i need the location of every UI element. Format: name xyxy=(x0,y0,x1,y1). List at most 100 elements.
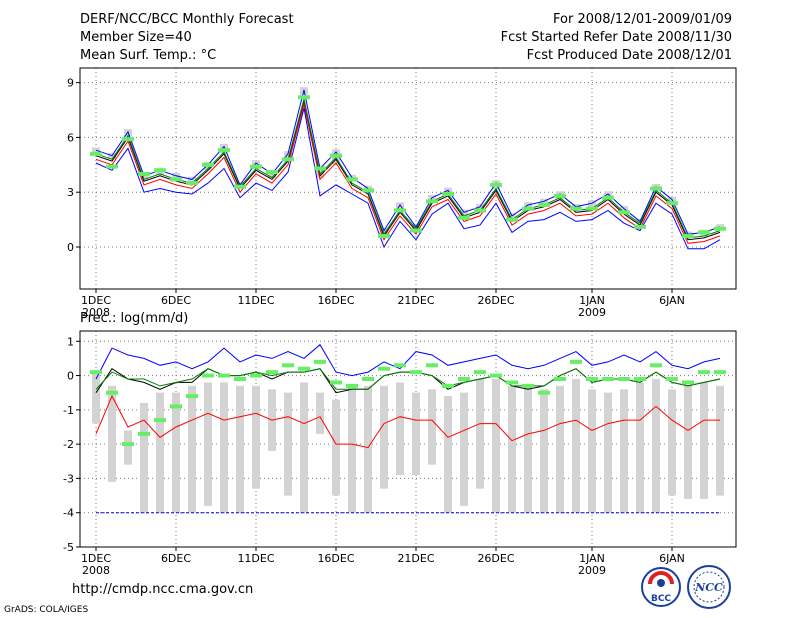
forecast-marker xyxy=(122,442,134,447)
x-tick-label: 1DEC xyxy=(81,294,111,307)
forecast-marker xyxy=(618,377,630,381)
forecast-marker xyxy=(426,363,438,368)
box-bar xyxy=(572,379,580,513)
forecast-marker xyxy=(138,171,150,176)
forecast-marker xyxy=(458,377,470,381)
box-bar xyxy=(140,403,148,513)
forecast-marker xyxy=(442,192,454,197)
x-tick-label: 21DEC xyxy=(397,552,434,565)
box-bar xyxy=(252,385,260,489)
y-tick-label: -2 xyxy=(63,438,74,451)
forecast-marker xyxy=(714,226,726,231)
forecast-marker xyxy=(602,195,614,200)
forecast-marker xyxy=(330,380,342,385)
box-bar xyxy=(428,389,436,465)
forecast-marker xyxy=(442,383,454,388)
box-bar xyxy=(444,396,452,513)
box-bar xyxy=(316,392,324,434)
forecast-marker xyxy=(186,181,198,186)
forecast-marker xyxy=(266,370,278,375)
box-bar xyxy=(332,399,340,496)
y-tick-label: -3 xyxy=(63,472,74,485)
y-tick-label: 3 xyxy=(67,186,74,199)
x-tick-label: 11DEC xyxy=(237,552,274,565)
series-line-lower xyxy=(95,104,721,244)
forecast-marker xyxy=(570,359,582,364)
box-bar xyxy=(684,385,692,499)
box-bar xyxy=(524,385,532,513)
box-bar xyxy=(620,389,628,513)
x-tick-label: 26DEC xyxy=(477,552,514,565)
forecast-marker xyxy=(282,363,294,368)
forecast-marker xyxy=(682,380,694,385)
box-bar xyxy=(412,392,420,475)
forecast-marker xyxy=(314,166,326,171)
x-tick-sublabel: 2009 xyxy=(578,306,606,319)
precip-label: Prec.: log(mm/d) xyxy=(80,311,189,326)
box-bar xyxy=(108,385,116,482)
forecast-marker xyxy=(458,215,470,220)
footer-url[interactable]: http://cmdp.ncc.cma.gov.cn xyxy=(72,582,254,597)
x-tick-sublabel: 2009 xyxy=(578,564,606,577)
forecast-marker xyxy=(490,182,502,187)
x-tick-sublabel: 2008 xyxy=(82,564,110,577)
forecast-marker xyxy=(666,377,678,381)
forecast-marker xyxy=(170,177,182,182)
started-date: Fcst Started Refer Date 2008/11/30 xyxy=(500,30,732,45)
box-bar xyxy=(492,379,500,513)
box-bar xyxy=(300,382,308,513)
x-tick-sublabel: 2008 xyxy=(82,306,110,319)
forecast-marker xyxy=(714,370,726,375)
box-bar xyxy=(604,392,612,513)
forecast-marker xyxy=(570,206,582,211)
forecast-marker xyxy=(362,188,374,193)
forecast-marker xyxy=(554,193,566,198)
forecast-marker xyxy=(186,394,198,399)
box-bar xyxy=(92,372,100,424)
forecast-marker xyxy=(426,199,438,204)
y-tick-label: 6 xyxy=(67,131,74,144)
forecast-marker xyxy=(698,370,710,375)
grads-credit: GrADS: COLA/IGES xyxy=(4,605,89,615)
variable-label: Mean Surf. Temp.: °C xyxy=(80,48,217,63)
member-size: Member Size=40 xyxy=(80,30,192,45)
box-bar xyxy=(364,385,372,513)
forecast-marker xyxy=(506,380,518,385)
y-tick-label: 0 xyxy=(67,241,74,254)
x-tick-label: 26DEC xyxy=(477,294,514,307)
forecast-marker xyxy=(314,359,326,364)
forecast-marker xyxy=(234,377,246,381)
forecast-marker xyxy=(522,383,534,388)
box-bar xyxy=(252,160,260,169)
forecast-marker xyxy=(218,148,230,153)
box-bar xyxy=(604,191,612,199)
forecast-marker xyxy=(618,210,630,215)
x-tick-label: 1JAN xyxy=(579,552,605,565)
plot-frame xyxy=(79,330,737,548)
forecast-marker xyxy=(554,377,566,381)
box-bar xyxy=(284,392,292,496)
box-bar xyxy=(140,173,148,180)
series-line-median xyxy=(95,368,721,390)
x-tick-label: 1DEC xyxy=(81,552,111,565)
box-bar xyxy=(460,392,468,506)
forecast-marker xyxy=(138,431,150,436)
forecast-marker xyxy=(474,370,486,375)
box-bar xyxy=(716,385,724,496)
svg-text:NCC: NCC xyxy=(694,581,723,594)
x-tick-label: 6JAN xyxy=(659,552,685,565)
box-bar xyxy=(380,385,388,489)
forecast-marker xyxy=(346,383,358,388)
box-bar xyxy=(204,382,212,506)
box-bar xyxy=(156,392,164,513)
produced-date: Fcst Produced Date 2008/12/01 xyxy=(526,48,732,63)
box-bar xyxy=(284,151,292,159)
forecast-marker xyxy=(378,234,390,239)
forecast-marker xyxy=(650,186,662,191)
x-tick-label: 16DEC xyxy=(317,294,354,307)
box-bar xyxy=(188,385,196,513)
series-line-lower xyxy=(95,394,720,449)
box-bar xyxy=(540,389,548,513)
